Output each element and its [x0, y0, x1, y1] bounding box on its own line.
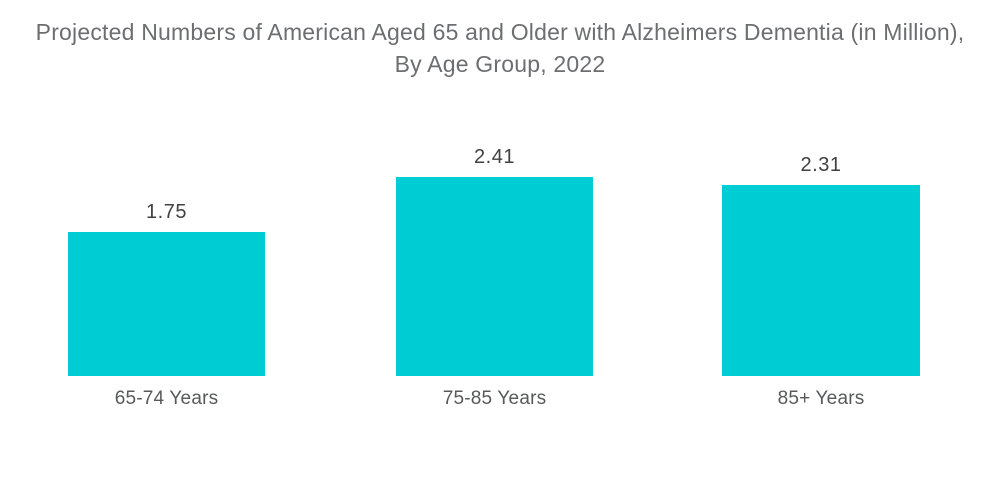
bar-value-label-65-74: 1.75	[146, 201, 187, 223]
bar-group-75-85-years: 2.41 75-85 Years	[396, 146, 593, 409]
category-label-75-85: 75-85 Years	[442, 388, 547, 409]
bar-75-85-years	[396, 177, 593, 376]
bar-65-74-years	[68, 232, 265, 376]
category-label-65-74: 65-74 Years	[114, 388, 219, 409]
chart-title: Projected Numbers of American Aged 65 an…	[0, 16, 1000, 80]
bar-group-85-plus-years: 2.31 85+ Years	[722, 154, 920, 409]
category-label-85-plus: 85+ Years	[777, 388, 865, 409]
chart-title-line2: By Age Group, 2022	[394, 51, 606, 77]
bar-group-65-74-years: 1.75 65-74 Years	[68, 201, 265, 409]
bar-85-plus-years	[722, 185, 920, 376]
bar-value-label-85-plus: 2.31	[800, 154, 842, 176]
chart-title-line1: Projected Numbers of American Aged 65 an…	[35, 19, 965, 45]
bar-value-label-75-85: 2.41	[474, 146, 515, 168]
